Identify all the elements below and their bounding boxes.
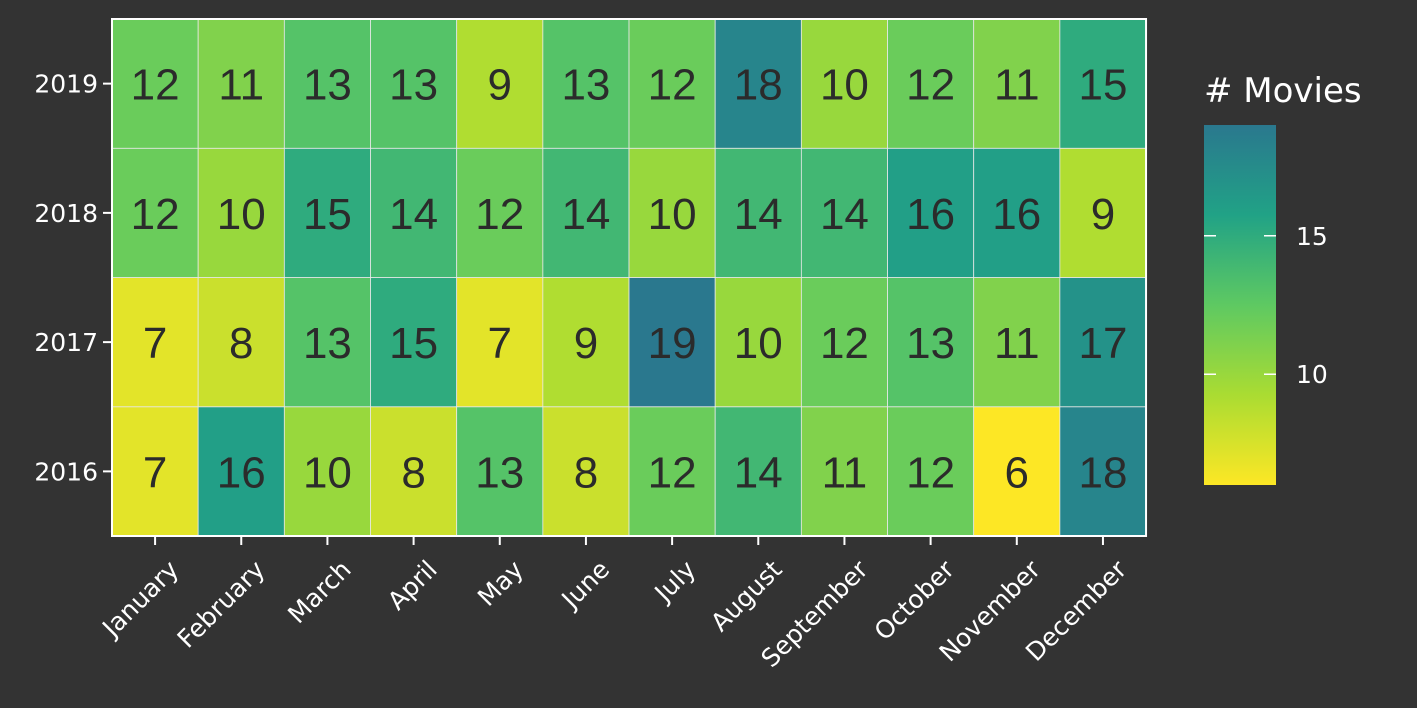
cell-value-label: 13 — [303, 319, 352, 368]
heatmap-cell-2017-june — [542, 277, 630, 408]
heatmap-cell-2018-january — [111, 147, 199, 278]
legend-tick-label: 15 — [1296, 222, 1328, 251]
heatmap-cell-2017-august — [714, 277, 802, 408]
heatmap-cell-2019-december — [1059, 18, 1147, 149]
cell-value-label: 13 — [906, 319, 955, 368]
heatmap-cell-2019-august — [714, 18, 802, 149]
cell-value-label: 11 — [994, 319, 1040, 368]
cell-value-label: 9 — [574, 319, 598, 368]
legend-tick-label: 10 — [1296, 360, 1328, 389]
heatmap-cell-2016-december — [1059, 406, 1147, 537]
heatmap-cell-2019-october — [887, 18, 975, 149]
heatmap-cell-2017-november — [973, 277, 1061, 408]
cell-value-label: 14 — [734, 448, 783, 497]
cell-value-label: 8 — [401, 448, 425, 497]
heatmap-cell-2018-november — [973, 147, 1061, 278]
cell-value-label: 12 — [475, 190, 524, 239]
cell-value-label: 14 — [561, 190, 610, 239]
cell-value-label: 12 — [906, 448, 955, 497]
y-tick-label: 2019 — [34, 70, 98, 99]
cell-value-label: 9 — [488, 61, 512, 110]
heatmap-cell-2019-may — [456, 18, 544, 149]
cell-value-label: 16 — [906, 190, 955, 239]
cell-value-label: 8 — [574, 448, 598, 497]
heatmap-cell-2017-december — [1059, 277, 1147, 408]
heatmap-cell-2016-september — [800, 406, 888, 537]
cell-value-label: 15 — [389, 319, 438, 368]
heatmap-cell-2019-june — [542, 18, 630, 149]
cell-value-label: 11 — [822, 448, 868, 497]
panel-border — [111, 18, 1148, 537]
heatmap-cell-2017-october — [887, 277, 975, 408]
cell-value-label: 12 — [648, 448, 697, 497]
y-axis: 2016 2017 2018 2019 — [34, 70, 112, 486]
heatmap-cell-2016-august — [714, 406, 802, 537]
y-tick-label: 2016 — [34, 457, 98, 486]
heatmap-cell-2019-february — [197, 18, 285, 149]
cell-value-label: 8 — [229, 319, 253, 368]
y-tick-label: 2018 — [34, 199, 98, 228]
heatmap-cell-2018-july — [628, 147, 716, 278]
heatmap-cell-2017-july — [628, 277, 716, 408]
cell-value-label: 13 — [303, 61, 352, 110]
cell-value-label: 10 — [734, 319, 783, 368]
heatmap-cell-2019-july — [628, 18, 716, 149]
heatmap-cell-2019-january — [111, 18, 199, 149]
heatmap-cell-2019-march — [283, 18, 371, 149]
heatmap-cells: 7 16 10 8 13 8 12 14 11 12 6 18 7 8 13 15 7 9 19 10 12 13 11 17… — [111, 18, 1147, 537]
cell-value-label: 18 — [1078, 448, 1127, 497]
heatmap-cell-2016-october — [887, 406, 975, 537]
cell-value-label: 13 — [475, 448, 524, 497]
cell-value-label: 10 — [303, 448, 352, 497]
cell-value-label: 11 — [218, 61, 264, 110]
y-tick-label: 2017 — [34, 328, 98, 357]
legend-title: # Movies — [1204, 71, 1362, 111]
heatmap-cell-2017-may — [456, 277, 544, 408]
cell-value-label: 13 — [561, 61, 610, 110]
cell-value-label: 12 — [131, 190, 180, 239]
cell-value-label: 14 — [820, 190, 869, 239]
heatmap-cell-2017-september — [800, 277, 888, 408]
cell-value-label: 16 — [217, 448, 266, 497]
cell-value-label: 10 — [648, 190, 697, 239]
heatmap-cell-2018-may — [456, 147, 544, 278]
heatmap-cell-2016-april — [370, 406, 458, 537]
cell-value-label: 7 — [143, 448, 167, 497]
cell-value-label: 14 — [389, 190, 438, 239]
cell-value-label: 14 — [734, 190, 783, 239]
legend-ticks: 10 15 — [1204, 222, 1328, 389]
heatmap-cell-2016-july — [628, 406, 716, 537]
cell-value-label: 12 — [820, 319, 869, 368]
cell-value-label: 6 — [1005, 448, 1029, 497]
heatmap-cell-2018-february — [197, 147, 285, 278]
cell-value-label: 18 — [734, 61, 783, 110]
cell-value-label: 7 — [143, 319, 167, 368]
cell-value-label: 12 — [648, 61, 697, 110]
heatmap-cell-2019-november — [973, 18, 1061, 149]
heatmap-cell-2017-february — [197, 277, 285, 408]
cell-value-label: 19 — [648, 319, 697, 368]
heatmap-cell-2017-april — [370, 277, 458, 408]
cell-value-label: 12 — [131, 61, 180, 110]
cell-value-label: 9 — [1091, 190, 1115, 239]
cell-value-label: 13 — [389, 61, 438, 110]
cell-value-label: 12 — [906, 61, 955, 110]
cell-value-label: 15 — [303, 190, 352, 239]
legend: # Movies 10 15 — [1204, 71, 1362, 485]
cell-value-label: 7 — [488, 319, 512, 368]
heatmap-cell-2016-march — [283, 406, 371, 537]
cell-value-label: 16 — [992, 190, 1041, 239]
heatmap-cell-2018-september — [800, 147, 888, 278]
heatmap-cell-2016-january — [111, 406, 199, 537]
cell-value-label: 15 — [1078, 61, 1127, 110]
cell-value-label: 10 — [217, 190, 266, 239]
cell-value-label: 11 — [994, 61, 1040, 110]
cell-value-label: 17 — [1078, 319, 1127, 368]
cell-value-label: 10 — [820, 61, 869, 110]
heatmap-cell-2018-october — [887, 147, 975, 278]
legend-colorbar — [1204, 125, 1276, 485]
heatmap-cell-2017-january — [111, 277, 199, 408]
heatmap-cell-2017-march — [283, 277, 371, 408]
